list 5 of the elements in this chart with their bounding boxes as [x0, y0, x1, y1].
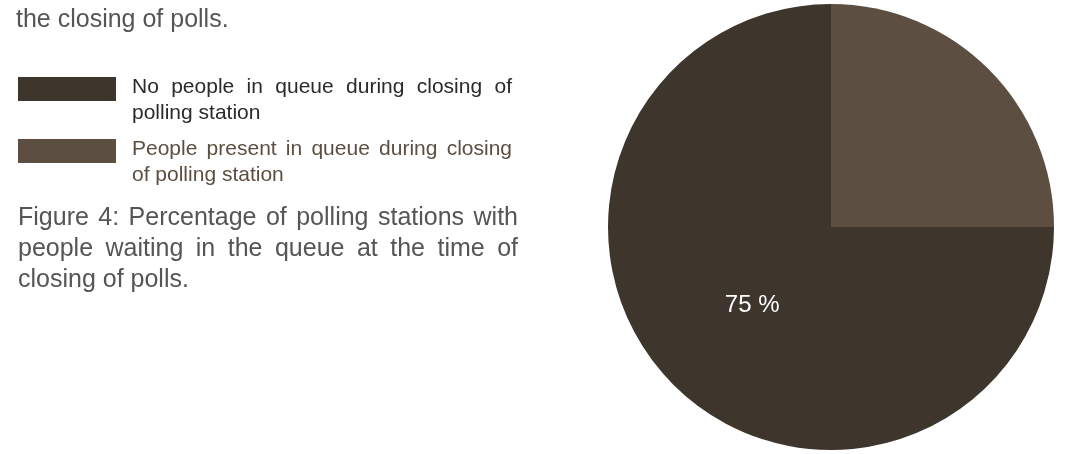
caption: Figure 4: Percentage of polling stations with people waiting in the queue at the time of closing of polls.	[18, 201, 518, 294]
legend-label: People present in queue during closing of polling station	[132, 135, 512, 187]
legend-label: No people in queue during closing of polling station	[132, 73, 512, 125]
text: the closing of polls.	[16, 4, 230, 33]
data-label: 75 %	[724, 290, 780, 318]
